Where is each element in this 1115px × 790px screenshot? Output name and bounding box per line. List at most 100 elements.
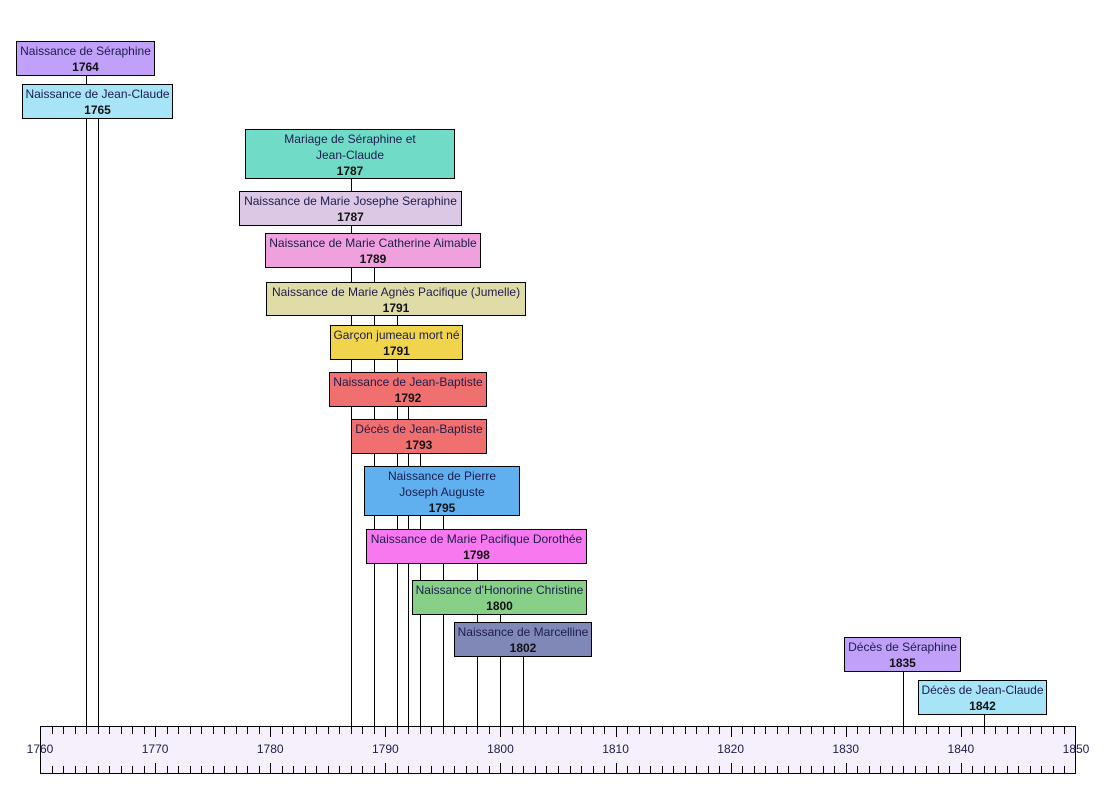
minor-tick: [488, 766, 490, 773]
event-year: 1842: [969, 699, 996, 713]
minor-tick: [995, 727, 997, 734]
minor-tick: [569, 766, 571, 773]
minor-tick: [707, 727, 709, 734]
minor-tick: [523, 766, 525, 773]
minor-tick: [419, 727, 421, 734]
minor-tick: [488, 727, 490, 734]
minor-tick: [178, 766, 180, 773]
event-box[interactable]: Garçon jumeau mort né 1791: [330, 325, 463, 360]
minor-tick: [581, 727, 583, 734]
event-box[interactable]: Naissance de Marie Catherine Aimable 1789: [265, 233, 481, 268]
event-box[interactable]: Naissance de Marcelline 1802: [454, 622, 592, 657]
minor-tick: [293, 766, 295, 773]
minor-tick: [1029, 727, 1031, 734]
event-box[interactable]: Décès de Jean-Baptiste 1793: [351, 419, 487, 454]
minor-tick: [97, 727, 99, 734]
major-tick: [730, 727, 732, 737]
minor-tick: [891, 766, 893, 773]
minor-tick: [788, 727, 790, 734]
event-year: 1792: [394, 391, 422, 405]
minor-tick: [696, 766, 698, 773]
event-box[interactable]: Décès de Séraphine 1835: [844, 637, 961, 672]
event-box[interactable]: Naissance d'Honorine Christine 1800: [412, 580, 587, 615]
minor-tick: [132, 766, 134, 773]
event-label: Naissance de Jean-Claude: [25, 87, 170, 101]
minor-tick: [650, 727, 652, 734]
minor-tick: [857, 766, 859, 773]
minor-tick: [926, 766, 928, 773]
event-box[interactable]: Naissance de Pierre Joseph Auguste 1795: [364, 466, 520, 516]
minor-tick: [1018, 766, 1020, 773]
minor-tick: [983, 766, 985, 773]
minor-tick: [396, 766, 398, 773]
event-box[interactable]: Mariage de Séraphine et Jean-Claude 1787: [245, 129, 455, 179]
minor-tick: [799, 727, 801, 734]
minor-tick: [534, 727, 536, 734]
event-year: 1789: [359, 252, 387, 266]
minor-tick: [350, 766, 352, 773]
minor-tick: [74, 727, 76, 734]
major-tick: [845, 763, 847, 773]
minor-tick: [1052, 766, 1054, 773]
minor-tick: [293, 727, 295, 734]
event-box[interactable]: Naissance de Jean-Claude 1765: [22, 84, 173, 119]
minor-tick: [373, 727, 375, 734]
minor-tick: [235, 727, 237, 734]
minor-tick: [201, 766, 203, 773]
minor-tick: [235, 766, 237, 773]
minor-tick: [673, 766, 675, 773]
minor-tick: [408, 727, 410, 734]
minor-tick: [765, 727, 767, 734]
event-box[interactable]: Naissance de Séraphine 1764: [16, 41, 155, 76]
minor-tick: [408, 766, 410, 773]
event-box[interactable]: Naissance de Marie Josephe Seraphine 1787: [239, 191, 462, 226]
minor-tick: [86, 727, 88, 734]
minor-tick: [281, 766, 283, 773]
minor-tick: [143, 766, 145, 773]
event-year: 1835: [889, 656, 916, 670]
minor-tick: [937, 727, 939, 734]
major-tick: [500, 763, 502, 773]
event-box[interactable]: Naissance de Marie Pacifique Dorothée 179…: [366, 529, 587, 564]
minor-tick: [707, 766, 709, 773]
event-year: 1798: [463, 548, 490, 562]
minor-tick: [143, 727, 145, 734]
event-year: 1791: [382, 301, 410, 315]
minor-tick: [581, 766, 583, 773]
minor-tick: [419, 766, 421, 773]
minor-tick: [972, 727, 974, 734]
event-year: 1764: [72, 60, 99, 74]
minor-tick: [1041, 727, 1043, 734]
minor-tick: [534, 766, 536, 773]
minor-tick: [1052, 727, 1054, 734]
event-label: Naissance de Marcelline: [457, 625, 589, 639]
timeline-axis: [40, 726, 1076, 774]
axis-tick-label: 1780: [256, 742, 284, 756]
minor-tick: [362, 766, 364, 773]
minor-tick: [477, 766, 479, 773]
minor-tick: [627, 766, 629, 773]
minor-tick: [995, 766, 997, 773]
event-box[interactable]: Naissance de Marie Agnès Pacifique (Jume…: [266, 282, 526, 316]
minor-tick: [1006, 727, 1008, 734]
minor-tick: [212, 727, 214, 734]
minor-tick: [477, 727, 479, 734]
minor-tick: [776, 766, 778, 773]
minor-tick: [86, 766, 88, 773]
minor-tick: [1064, 727, 1066, 734]
minor-tick: [132, 727, 134, 734]
minor-tick: [51, 727, 53, 734]
minor-tick: [465, 766, 467, 773]
event-box[interactable]: Décès de Jean-Claude 1842: [918, 680, 1047, 715]
event-label: Naissance d'Honorine Christine: [415, 583, 584, 597]
event-box[interactable]: Naissance de Jean-Baptiste 1792: [329, 372, 487, 407]
minor-tick: [224, 766, 226, 773]
minor-tick: [914, 727, 916, 734]
major-tick: [155, 763, 157, 773]
minor-tick: [166, 727, 168, 734]
minor-tick: [224, 727, 226, 734]
minor-tick: [949, 766, 951, 773]
minor-tick: [339, 766, 341, 773]
minor-tick: [753, 766, 755, 773]
axis-tick-label: 1830: [832, 742, 860, 756]
